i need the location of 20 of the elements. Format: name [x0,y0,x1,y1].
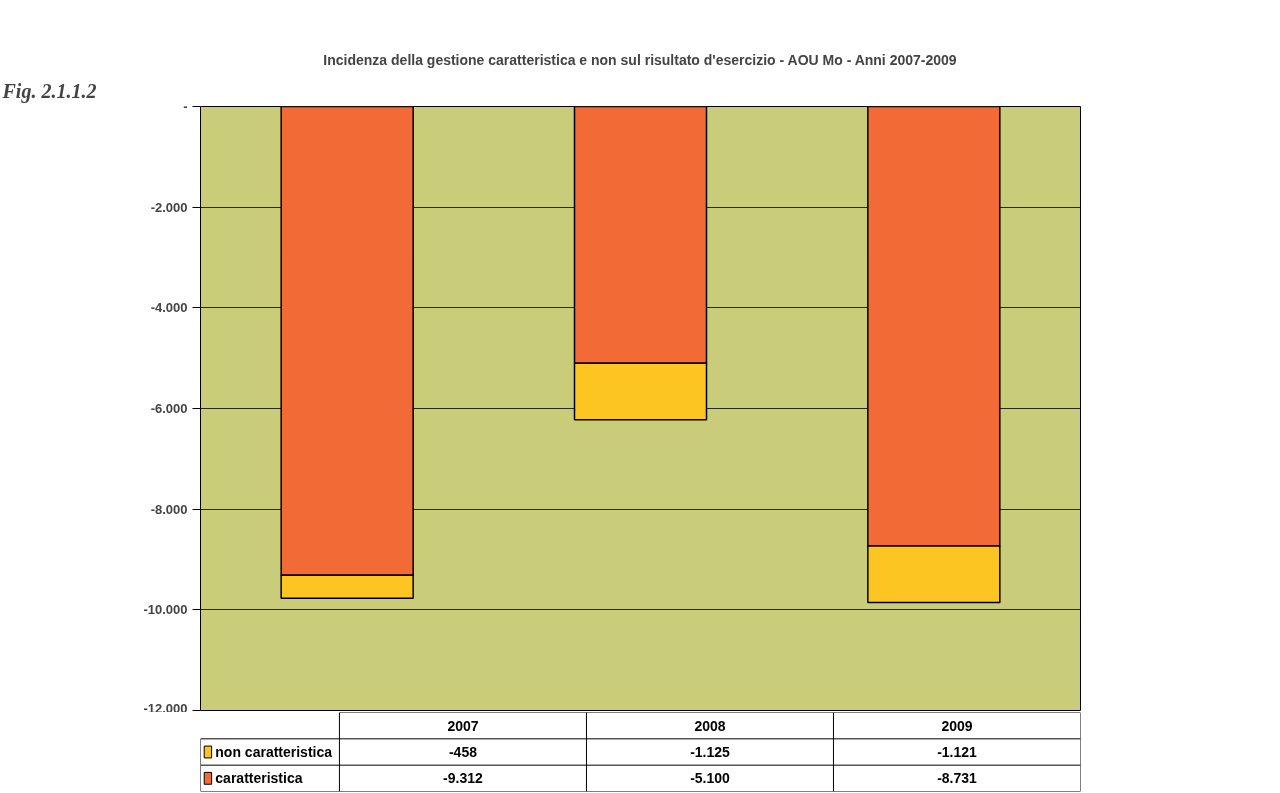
y-tick-label: -6.000 [150,401,188,416]
x-tick-label: 2009 [941,717,973,734]
caption: Fig. 2.1.1.2 [1,79,97,103]
y-tick-label: -12.000 [143,700,188,716]
chart-title: Incidenza della gestione caratteristica e non sul risultato d'esercizio - AOU Mo - Anni 2007-2009 [323,51,957,68]
x-tick-label: 2007 [447,717,479,734]
data-label: -1.125 [690,744,731,760]
y-tick-label: -8.000 [150,501,188,517]
legend-label: non caratteristica [215,744,333,760]
y-tick-label: -2.000 [150,199,188,215]
x-tick-label: 2008 [694,717,726,734]
data-label: -8.731 [937,770,978,787]
data-label: -5.100 [690,770,731,787]
y-tick-label: -10.000 [143,602,188,618]
y-tick-label: -4.000 [150,300,188,316]
legend-label: caratteristica [215,770,303,787]
data-label: -458 [448,744,478,760]
data-label: -1.121 [937,744,978,760]
data-label: -9.312 [443,770,484,787]
y-tick-label: - [183,99,188,114]
